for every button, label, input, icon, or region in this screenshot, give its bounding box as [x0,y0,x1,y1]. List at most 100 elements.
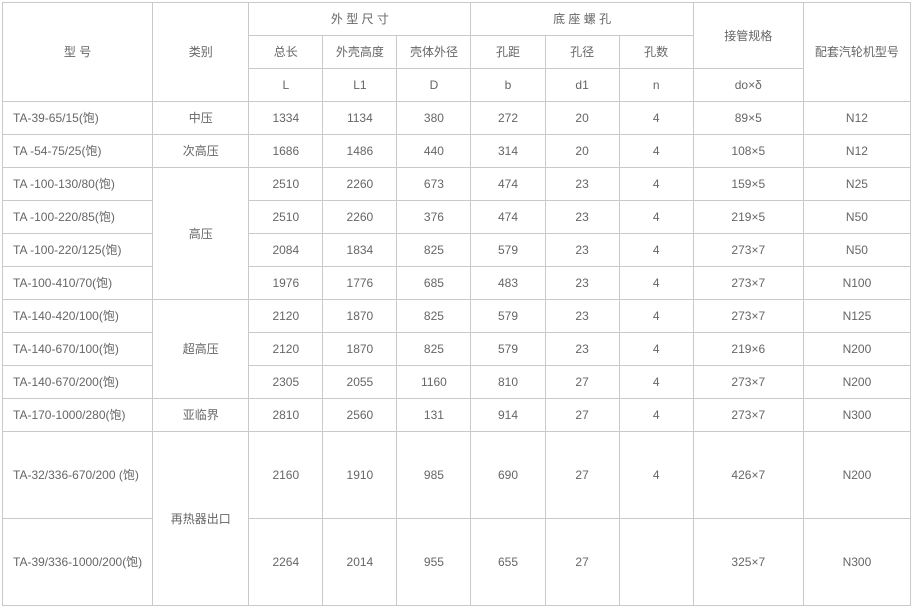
cell-L: 1686 [249,135,323,168]
cell-L: 2510 [249,201,323,234]
cell-b: 314 [471,135,545,168]
col-L-label: 总长 [249,36,323,69]
table-row: TA-32/336-670/200 (饱) 再热器出口 2160 1910 98… [3,432,911,519]
cell-b: 579 [471,300,545,333]
cell-model: TA-140-670/200(饱) [3,366,153,399]
cell-n: 4 [619,399,693,432]
col-L1-label: 外壳高度 [323,36,397,69]
col-category: 类别 [153,3,249,102]
cell-category: 次高压 [153,135,249,168]
cell-n: 4 [619,234,693,267]
cell-b: 810 [471,366,545,399]
cell-L1: 1910 [323,432,397,519]
cell-b: 655 [471,519,545,606]
cell-pipe: 273×7 [693,366,803,399]
col-holes: 底 座 螺 孔 [471,3,693,36]
table-row: TA -100-220/85(饱) 2510 2260 376 474 23 4… [3,201,911,234]
table-row: TA-140-420/100(饱) 超高压 2120 1870 825 579 … [3,300,911,333]
cell-d1: 23 [545,300,619,333]
cell-turbine: N200 [803,333,910,366]
cell-L: 2810 [249,399,323,432]
cell-D: 825 [397,234,471,267]
col-turbine: 配套汽轮机型号 [803,3,910,102]
cell-model: TA -100-220/85(饱) [3,201,153,234]
cell-L1: 1134 [323,102,397,135]
col-d1-label: 孔径 [545,36,619,69]
cell-d1: 20 [545,135,619,168]
col-dims: 外 型 尺 寸 [249,3,471,36]
cell-b: 483 [471,267,545,300]
cell-D: 685 [397,267,471,300]
cell-L: 2160 [249,432,323,519]
cell-L1: 2560 [323,399,397,432]
cell-d1: 27 [545,519,619,606]
cell-n: 4 [619,201,693,234]
cell-b: 272 [471,102,545,135]
cell-n: 4 [619,102,693,135]
cell-d1: 20 [545,102,619,135]
cell-model: TA-39/336-1000/200(饱) [3,519,153,606]
cell-pipe: 89×5 [693,102,803,135]
cell-category: 超高压 [153,300,249,399]
cell-D: 825 [397,300,471,333]
cell-L1: 1834 [323,234,397,267]
cell-d1: 27 [545,399,619,432]
col-n-label: 孔数 [619,36,693,69]
cell-L: 2305 [249,366,323,399]
cell-L: 2510 [249,168,323,201]
cell-category: 亚临界 [153,399,249,432]
table-row: TA -100-220/125(饱) 2084 1834 825 579 23 … [3,234,911,267]
cell-L1: 2055 [323,366,397,399]
cell-L1: 1776 [323,267,397,300]
cell-d1: 23 [545,201,619,234]
cell-L: 2120 [249,333,323,366]
col-b-sym: b [471,69,545,102]
cell-L1: 1870 [323,300,397,333]
cell-b: 914 [471,399,545,432]
cell-model: TA-32/336-670/200 (饱) [3,432,153,519]
table-row: TA-140-670/200(饱) 2305 2055 1160 810 27 … [3,366,911,399]
table-row: TA -54-75/25(饱) 次高压 1686 1486 440 314 20… [3,135,911,168]
cell-d1: 23 [545,168,619,201]
cell-b: 474 [471,201,545,234]
cell-turbine: N125 [803,300,910,333]
cell-d1: 23 [545,333,619,366]
cell-b: 690 [471,432,545,519]
cell-turbine: N12 [803,135,910,168]
cell-D: 955 [397,519,471,606]
table-row: TA-100-410/70(饱) 1976 1776 685 483 23 4 … [3,267,911,300]
cell-n: 4 [619,366,693,399]
col-D-label: 壳体外径 [397,36,471,69]
cell-d1: 27 [545,366,619,399]
cell-n: 4 [619,333,693,366]
cell-L: 2120 [249,300,323,333]
table-row: TA-39-65/15(饱) 中压 1334 1134 380 272 20 4… [3,102,911,135]
cell-model: TA -100-130/80(饱) [3,168,153,201]
cell-model: TA-39-65/15(饱) [3,102,153,135]
cell-L1: 2260 [323,168,397,201]
col-D-sym: D [397,69,471,102]
cell-d1: 23 [545,267,619,300]
cell-b: 579 [471,333,545,366]
table-row: TA-39/336-1000/200(饱) 2264 2014 955 655 … [3,519,911,606]
cell-turbine: N12 [803,102,910,135]
cell-model: TA-170-1000/280(饱) [3,399,153,432]
cell-n: 4 [619,135,693,168]
table-header: 型 号 类别 外 型 尺 寸 底 座 螺 孔 接管规格 配套汽轮机型号 总长 外… [3,3,911,102]
cell-D: 673 [397,168,471,201]
cell-model: TA -100-220/125(饱) [3,234,153,267]
cell-turbine: N300 [803,399,910,432]
col-n-sym: n [619,69,693,102]
cell-D: 131 [397,399,471,432]
cell-L1: 2014 [323,519,397,606]
cell-pipe: 159×5 [693,168,803,201]
col-pipe: 接管规格 [693,3,803,69]
cell-model: TA-140-420/100(饱) [3,300,153,333]
cell-L: 2264 [249,519,323,606]
cell-L1: 1870 [323,333,397,366]
table-row: TA-170-1000/280(饱) 亚临界 2810 2560 131 914… [3,399,911,432]
col-L1-sym: L1 [323,69,397,102]
cell-turbine: N200 [803,366,910,399]
cell-turbine: N25 [803,168,910,201]
col-d1-sym: d1 [545,69,619,102]
